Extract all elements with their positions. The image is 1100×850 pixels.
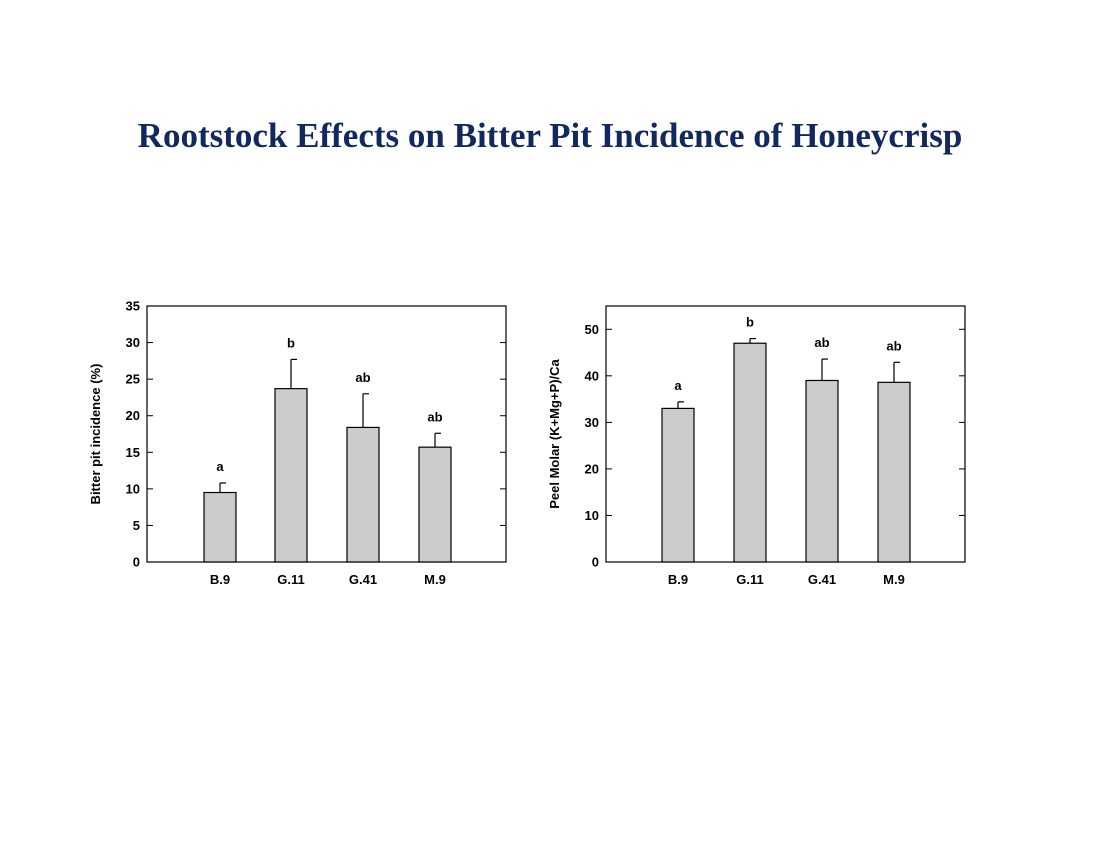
peel-molar-bar [877, 381, 911, 563]
bitter-pit-y-axis-label: Bitter pit incidence (%) [88, 364, 103, 505]
peel-molar-y-tick-label: 10 [585, 508, 599, 523]
peel-molar-category-label: B.9 [668, 572, 688, 587]
peel-molar-significance-letter: b [746, 315, 754, 330]
peel-molar-y-tick-label: 30 [585, 415, 599, 430]
bitter-pit-category-label: G.11 [277, 572, 304, 587]
bitter-pit-y-tick-label: 5 [133, 518, 140, 533]
peel-molar-bar [661, 407, 695, 563]
bitter-pit-significance-letter: a [216, 459, 224, 474]
peel-molar-significance-letter: ab [814, 335, 829, 350]
bitter-pit-y-tick-label: 0 [133, 555, 140, 570]
bitter-pit-bar [346, 426, 380, 563]
peel-molar-significance-letter: ab [886, 338, 901, 353]
peel-molar-plot-frame [605, 305, 966, 563]
bitter-pit-y-tick-label: 15 [126, 445, 140, 460]
peel-molar-bar [805, 379, 839, 563]
peel-molar-category-label: G.41 [808, 572, 836, 587]
peel-molar-category-label: M.9 [883, 572, 905, 587]
peel-molar-category-label: G.11 [736, 572, 763, 587]
peel-molar-y-tick-label: 0 [592, 555, 599, 570]
bitter-pit-y-tick-label: 35 [126, 299, 140, 314]
bitter-pit-category-label: G.41 [349, 572, 377, 587]
bitter-pit-significance-letter: ab [427, 409, 442, 424]
bitter-pit-y-tick-label: 25 [126, 372, 140, 387]
bitter-pit-significance-letter: ab [355, 370, 370, 385]
peel-molar-significance-letter: a [674, 378, 682, 393]
bitter-pit-significance-letter: b [287, 335, 295, 350]
bitter-pit-category-label: B.9 [210, 572, 230, 587]
bitter-pit-y-tick-label: 30 [126, 335, 140, 350]
peel-molar-y-tick-label: 40 [585, 368, 599, 383]
peel-molar-y-axis-label: Peel Molar (K+Mg+P)/Ca [547, 358, 562, 508]
slide-title: Rootstock Effects on Bitter Pit Incidenc… [137, 116, 963, 155]
bitter-pit-plot-frame [146, 305, 507, 563]
bitter-pit-y-tick-label: 20 [126, 408, 140, 423]
bitter-pit-category-label: M.9 [424, 572, 446, 587]
peel-molar-bar [733, 342, 767, 563]
bitter-pit-y-tick-label: 10 [126, 481, 140, 496]
peel-molar-y-tick-label: 20 [585, 461, 599, 476]
peel-molar-y-tick-label: 50 [585, 322, 599, 337]
bitter-pit-bar [418, 446, 452, 563]
